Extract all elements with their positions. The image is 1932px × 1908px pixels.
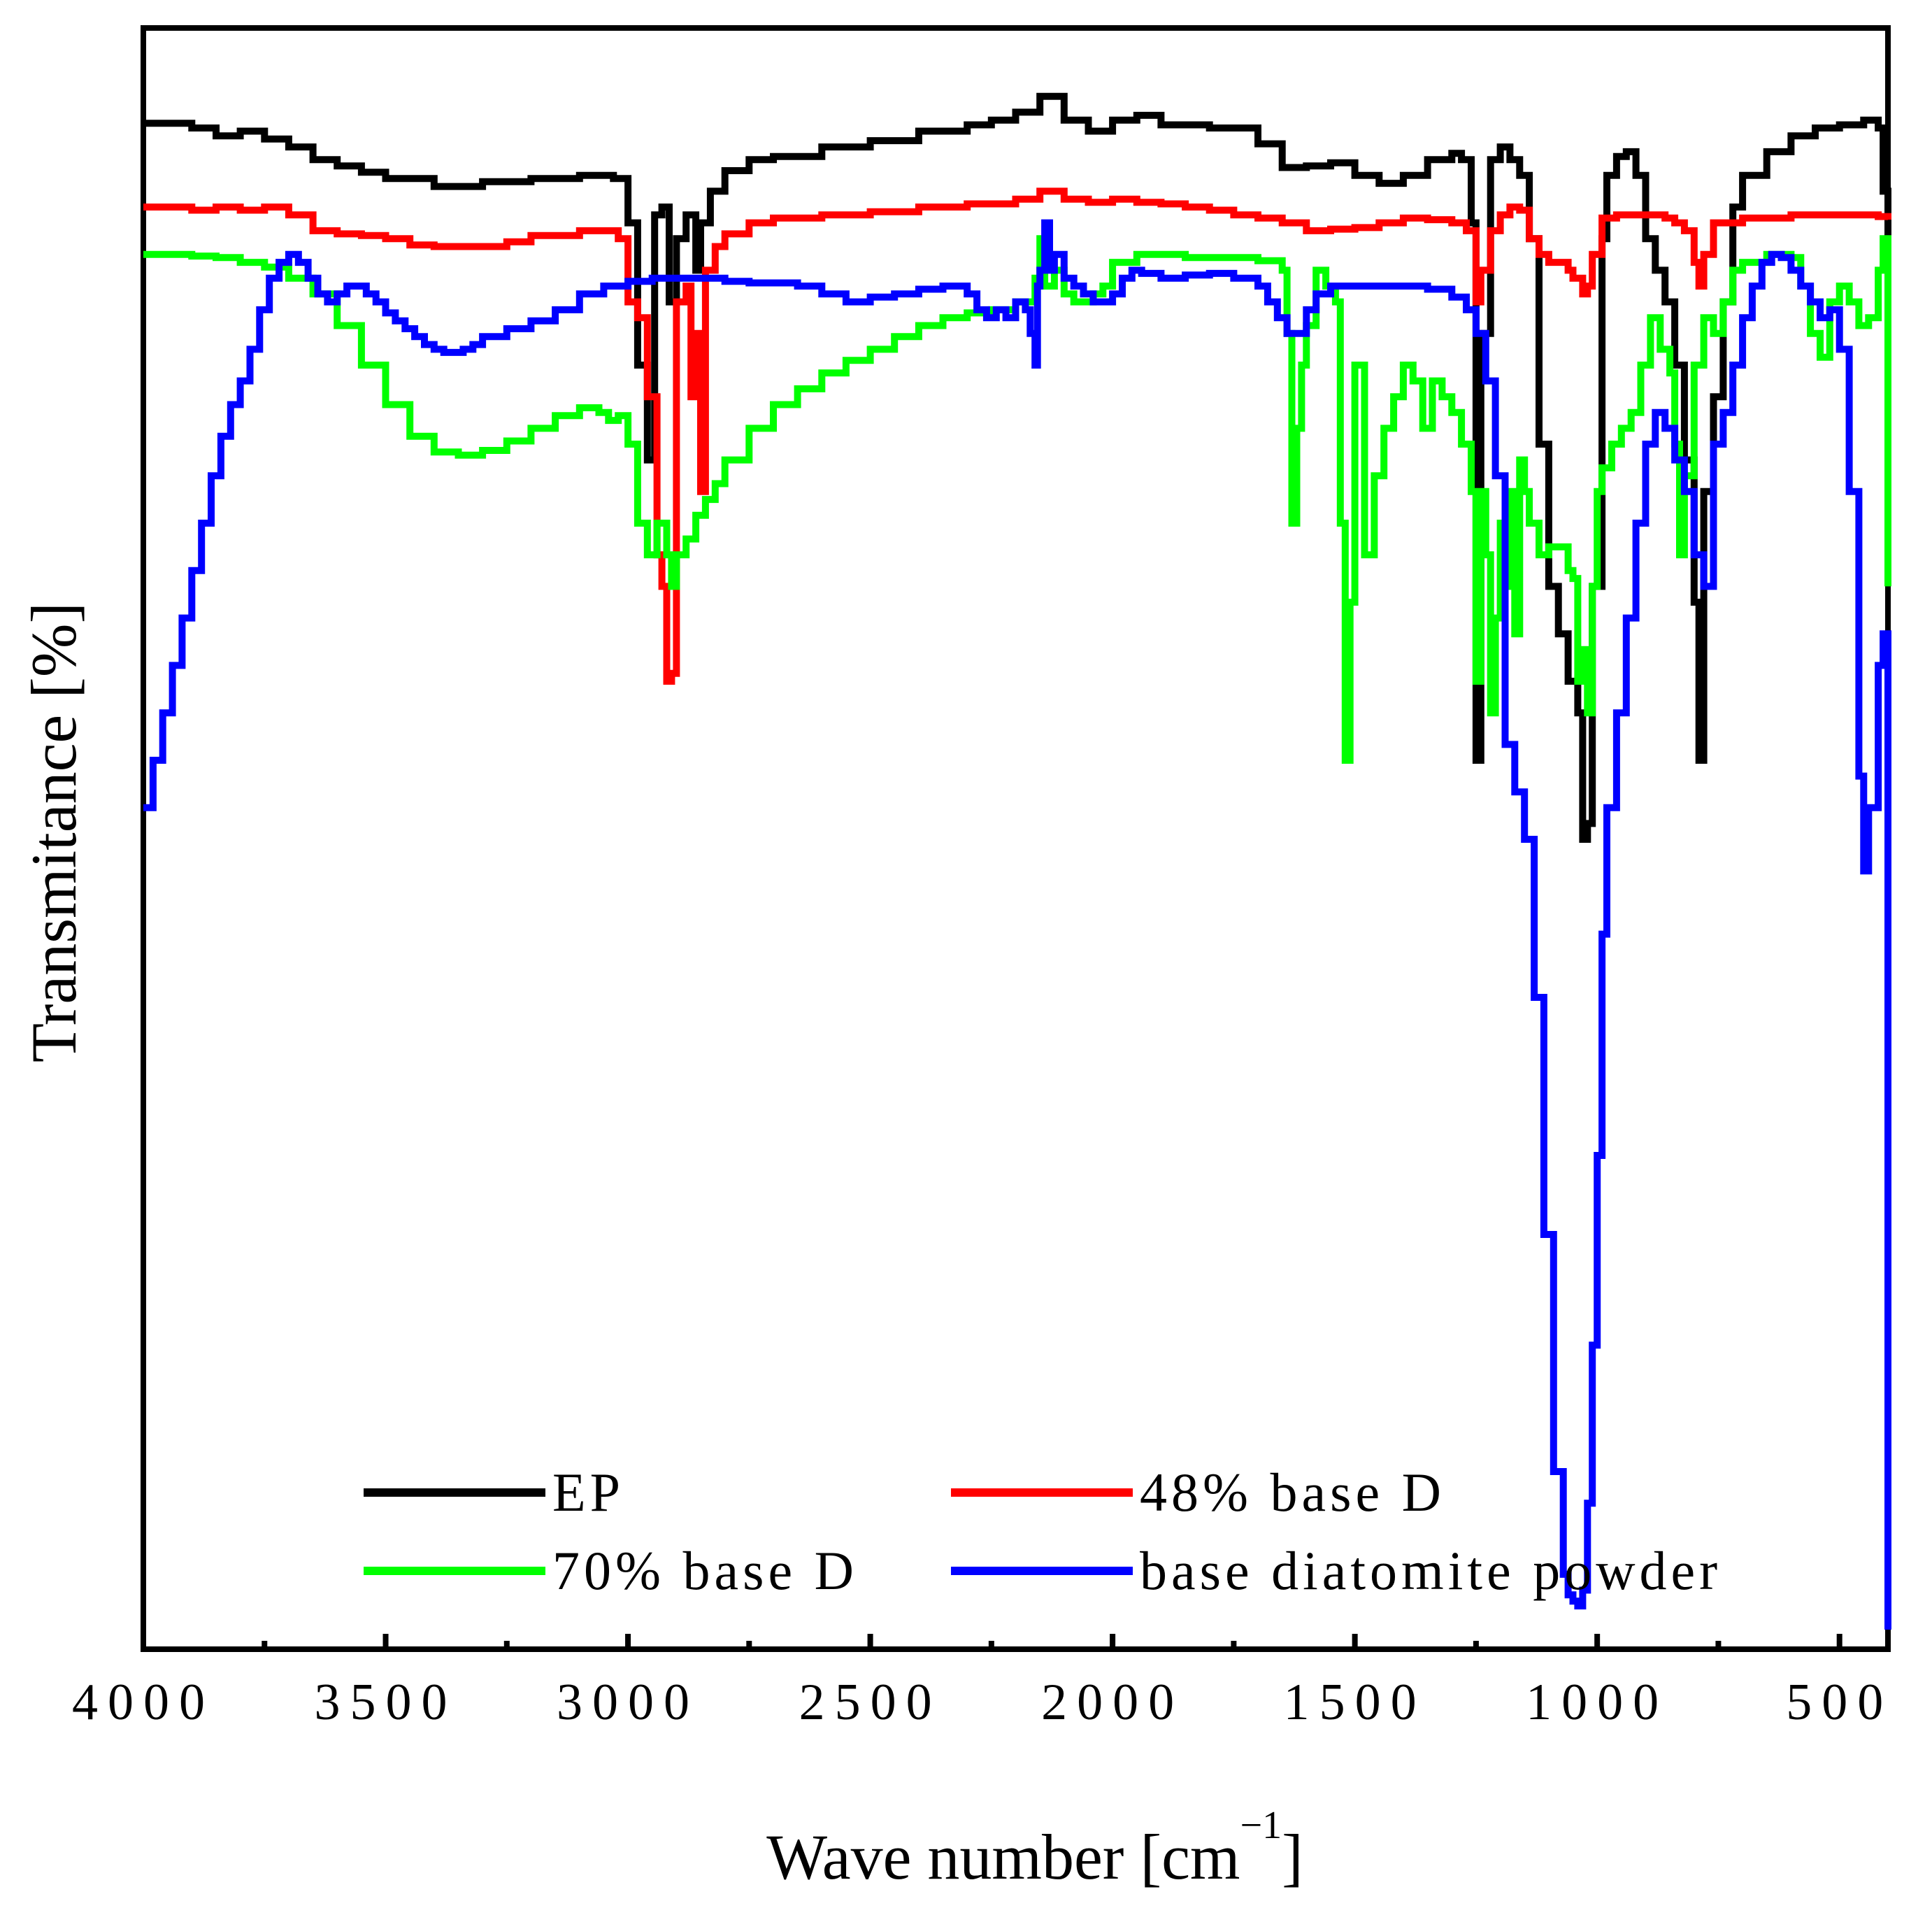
x-axis-title-main: Wave number [cm <box>766 1821 1240 1893</box>
x-tick-label: 2500 <box>799 1674 942 1731</box>
legend: EP 48% base D 70% base D base diatomite pow… <box>364 1462 1722 1601</box>
series-layer <box>143 92 1891 1630</box>
x-tick-label: 1000 <box>1526 1674 1668 1731</box>
x-tick-label: 1500 <box>1284 1674 1426 1731</box>
legend-label-3: base diatomite powder <box>1140 1540 1722 1601</box>
x-axis-title-superscript: −1 <box>1240 1804 1282 1847</box>
series-line-3 <box>143 219 1891 1630</box>
y-axis-title: Transmitance [%] <box>18 602 90 1062</box>
x-tick-label: 3500 <box>315 1674 457 1731</box>
legend-label-2: 70% base D <box>552 1540 858 1601</box>
x-axis-title: Wave number [cm−1] <box>766 1804 1303 1893</box>
plot-frame <box>141 25 1891 1652</box>
x-axis-tick-labels: 4000 3500 3000 2500 2000 1500 1000 500 <box>72 1674 1893 1731</box>
x-tick-label: 3000 <box>557 1674 699 1731</box>
x-tick-label: 2000 <box>1041 1674 1184 1731</box>
plot-border <box>141 25 1891 1652</box>
x-axis-ticks <box>141 1634 1842 1649</box>
x-axis-title-close: ] <box>1282 1821 1303 1893</box>
series-line-1 <box>143 187 1891 685</box>
series-line-0 <box>143 92 1891 843</box>
legend-label-1: 48% base D <box>1140 1462 1445 1523</box>
series-line-2 <box>143 235 1891 764</box>
x-tick-label: 4000 <box>72 1674 215 1731</box>
legend-label-0: EP <box>552 1462 624 1523</box>
x-tick-label: 500 <box>1786 1674 1893 1731</box>
